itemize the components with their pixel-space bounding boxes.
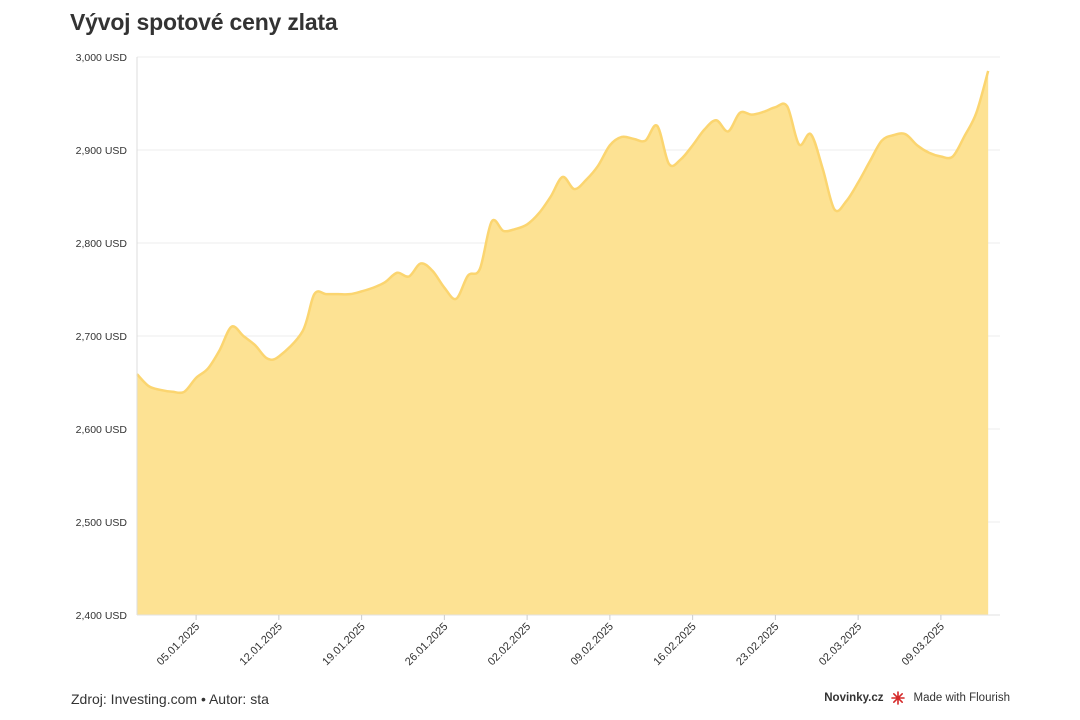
x-axis: 05.01.2025 12.01.2025 19.01.2025 26.01.2025… [137, 614, 1000, 668]
x-tick-label: 26.01.2025 [403, 621, 450, 668]
brand-link[interactable]: Novinky.cz [824, 692, 884, 704]
y-tick-label: 2,600 USD [76, 424, 128, 436]
footer-credits: Novinky.cz Made with Flourish [824, 691, 1010, 705]
flourish-link[interactable]: Made with Flourish [913, 692, 1010, 704]
y-tick-label: 2,700 USD [76, 331, 128, 343]
y-axis: 2,400 USD 2,500 USD 2,600 USD 2,700 USD 2,80… [76, 52, 138, 622]
y-tick-label: 2,400 USD [76, 610, 128, 622]
area-fill [137, 70, 989, 615]
x-tick-label: 12.01.2025 [238, 621, 285, 668]
x-tick-label: 09.02.2025 [569, 621, 616, 668]
x-tick-label: 09.03.2025 [900, 621, 947, 668]
source-note: Zdroj: Investing.com • Autor: sta [71, 691, 269, 707]
x-tick-label: 23.02.2025 [734, 621, 781, 668]
series-line [136, 70, 990, 395]
x-tick-label: 02.02.2025 [486, 621, 533, 668]
flourish-logo-icon[interactable] [891, 691, 906, 705]
area-series [136, 70, 990, 615]
y-tick-label: 2,800 USD [76, 238, 128, 250]
y-tick-label: 3,000 USD [76, 52, 128, 64]
x-tick-label: 05.01.2025 [155, 621, 202, 668]
y-tick-label: 2,900 USD [76, 145, 128, 157]
x-tick-label: 16.02.2025 [651, 621, 698, 668]
chart-title: Vývoj spotové ceny zlata [70, 9, 338, 35]
x-tick-label: 02.03.2025 [817, 621, 864, 668]
x-tick-label: 19.01.2025 [320, 621, 367, 668]
y-tick-label: 2,500 USD [76, 517, 128, 529]
